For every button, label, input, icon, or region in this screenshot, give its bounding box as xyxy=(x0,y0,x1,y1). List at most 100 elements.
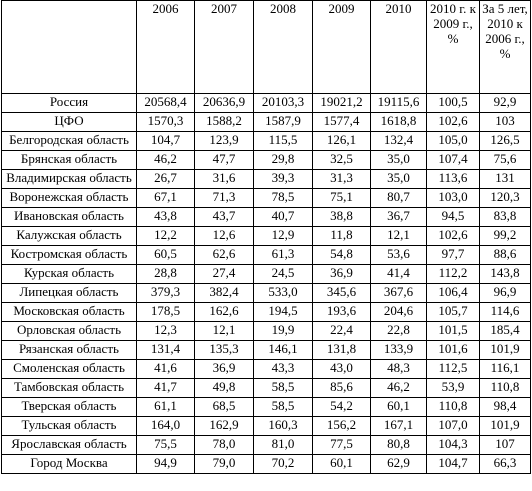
value-cell: 29,8 xyxy=(253,150,313,170)
value-cell: 49,8 xyxy=(194,378,254,398)
data-table: 2006 2007 2008 2009 2010 2010 г. к 2009 г., %… xyxy=(1,0,531,474)
value-cell: 1577,4 xyxy=(312,112,371,132)
value-cell: 112,2 xyxy=(426,264,480,284)
header-cell: 2010 xyxy=(370,0,427,94)
value-cell: 102,6 xyxy=(426,226,480,246)
table-row: Россия 20568,4 20636,9 20103,3 19021,2 19115,… xyxy=(1,93,531,113)
value-cell: 110,8 xyxy=(426,397,480,417)
table-body: 2006 2007 2008 2009 2010 2010 г. к 2009 г., %… xyxy=(1,0,531,474)
value-cell: 101,6 xyxy=(426,340,480,360)
value-cell: 22,4 xyxy=(312,321,371,341)
value-cell: 112,5 xyxy=(426,359,480,379)
region-cell: Тверская область xyxy=(1,397,137,417)
value-cell: 1588,2 xyxy=(194,112,254,132)
value-cell: 11,8 xyxy=(312,226,371,246)
value-cell: 167,1 xyxy=(370,416,427,436)
value-cell: 19,9 xyxy=(253,321,313,341)
value-cell: 70,2 xyxy=(253,454,313,474)
value-cell: 85,6 xyxy=(312,378,371,398)
value-cell: 132,4 xyxy=(370,131,427,151)
value-cell: 1570,3 xyxy=(136,112,195,132)
value-cell: 101,9 xyxy=(479,340,531,360)
value-cell: 107 xyxy=(479,435,531,455)
region-cell: Калужская область xyxy=(1,226,137,246)
table-row: Орловская область 12,3 12,1 19,9 22,4 22,8 101… xyxy=(1,321,531,341)
value-cell: 28,8 xyxy=(136,264,195,284)
region-cell: Орловская область xyxy=(1,321,137,341)
value-cell: 12,3 xyxy=(136,321,195,341)
value-cell: 61,1 xyxy=(136,397,195,417)
value-cell: 53,6 xyxy=(370,245,427,265)
value-cell: 75,1 xyxy=(312,188,371,208)
region-cell: Тамбовская область xyxy=(1,378,137,398)
value-cell: 41,6 xyxy=(136,359,195,379)
value-cell: 94,9 xyxy=(136,454,195,474)
value-cell: 79,0 xyxy=(194,454,254,474)
header-cell: 2006 xyxy=(136,0,195,94)
value-cell: 107,4 xyxy=(426,150,480,170)
value-cell: 43,3 xyxy=(253,359,313,379)
value-cell: 78,0 xyxy=(194,435,254,455)
region-cell: Тульская область xyxy=(1,416,137,436)
value-cell: 71,3 xyxy=(194,188,254,208)
value-cell: 96,9 xyxy=(479,283,531,303)
table-row: Смоленская область 41,6 36,9 43,3 43,0 48,3 11… xyxy=(1,359,531,379)
value-cell: 178,5 xyxy=(136,302,195,322)
value-cell: 75,5 xyxy=(136,435,195,455)
value-cell: 104,3 xyxy=(426,435,480,455)
table-row: Липецкая область 379,3 382,4 533,0 345,6 367,… xyxy=(1,283,531,303)
value-cell: 106,4 xyxy=(426,283,480,303)
region-cell: Ярославская область xyxy=(1,435,137,455)
table-row: Курская область 28,8 27,4 24,5 36,9 41,4 112,2… xyxy=(1,264,531,284)
value-cell: 36,9 xyxy=(312,264,371,284)
value-cell: 100,5 xyxy=(426,93,480,113)
value-cell: 67,1 xyxy=(136,188,195,208)
value-cell: 32,5 xyxy=(312,150,371,170)
value-cell: 81,0 xyxy=(253,435,313,455)
value-cell: 123,9 xyxy=(194,131,254,151)
value-cell: 19021,2 xyxy=(312,93,371,113)
value-cell: 104,7 xyxy=(426,454,480,474)
value-cell: 77,5 xyxy=(312,435,371,455)
value-cell: 126,5 xyxy=(479,131,531,151)
table-row: Рязанская область 131,4 135,3 146,1 131,8 133… xyxy=(1,340,531,360)
table-row: Воронежская область 67,1 71,3 78,5 75,1 80,7 1… xyxy=(1,188,531,208)
table-row: Тамбовская область 41,7 49,8 58,5 85,6 46,2 53… xyxy=(1,378,531,398)
region-cell: Брянская область xyxy=(1,150,137,170)
value-cell: 88,6 xyxy=(479,245,531,265)
value-cell: 12,2 xyxy=(136,226,195,246)
header-cell: За 5 лет, 2010 к 2006 г., % xyxy=(479,0,531,94)
value-cell: 12,9 xyxy=(253,226,313,246)
value-cell: 26,7 xyxy=(136,169,195,189)
value-cell: 1587,9 xyxy=(253,112,313,132)
header-cell: 2008 xyxy=(253,0,313,94)
value-cell: 43,0 xyxy=(312,359,371,379)
value-cell: 133,9 xyxy=(370,340,427,360)
table-row: Московская область 178,5 162,6 194,5 193,6 20… xyxy=(1,302,531,322)
value-cell: 143,8 xyxy=(479,264,531,284)
table-row: Тульская область 164,0 162,9 160,3 156,2 167,… xyxy=(1,416,531,436)
value-cell: 20568,4 xyxy=(136,93,195,113)
header-row: 2006 2007 2008 2009 2010 2010 г. к 2009 г., %… xyxy=(1,0,531,94)
table-row: ЦФО 1570,3 1588,2 1587,9 1577,4 1618,8 102,6 10… xyxy=(1,112,531,132)
value-cell: 99,2 xyxy=(479,226,531,246)
value-cell: 20103,3 xyxy=(253,93,313,113)
value-cell: 19115,6 xyxy=(370,93,427,113)
header-cell xyxy=(1,0,137,94)
value-cell: 382,4 xyxy=(194,283,254,303)
region-cell: Смоленская область xyxy=(1,359,137,379)
value-cell: 120,3 xyxy=(479,188,531,208)
value-cell: 66,3 xyxy=(479,454,531,474)
value-cell: 12,1 xyxy=(370,226,427,246)
value-cell: 31,3 xyxy=(312,169,371,189)
table-row: Брянская область 46,2 47,7 29,8 32,5 35,0 107,… xyxy=(1,150,531,170)
value-cell: 105,0 xyxy=(426,131,480,151)
value-cell: 58,5 xyxy=(253,378,313,398)
value-cell: 22,8 xyxy=(370,321,427,341)
value-cell: 60,1 xyxy=(370,397,427,417)
value-cell: 379,3 xyxy=(136,283,195,303)
region-cell: Курская область xyxy=(1,264,137,284)
value-cell: 160,3 xyxy=(253,416,313,436)
value-cell: 146,1 xyxy=(253,340,313,360)
value-cell: 12,6 xyxy=(194,226,254,246)
